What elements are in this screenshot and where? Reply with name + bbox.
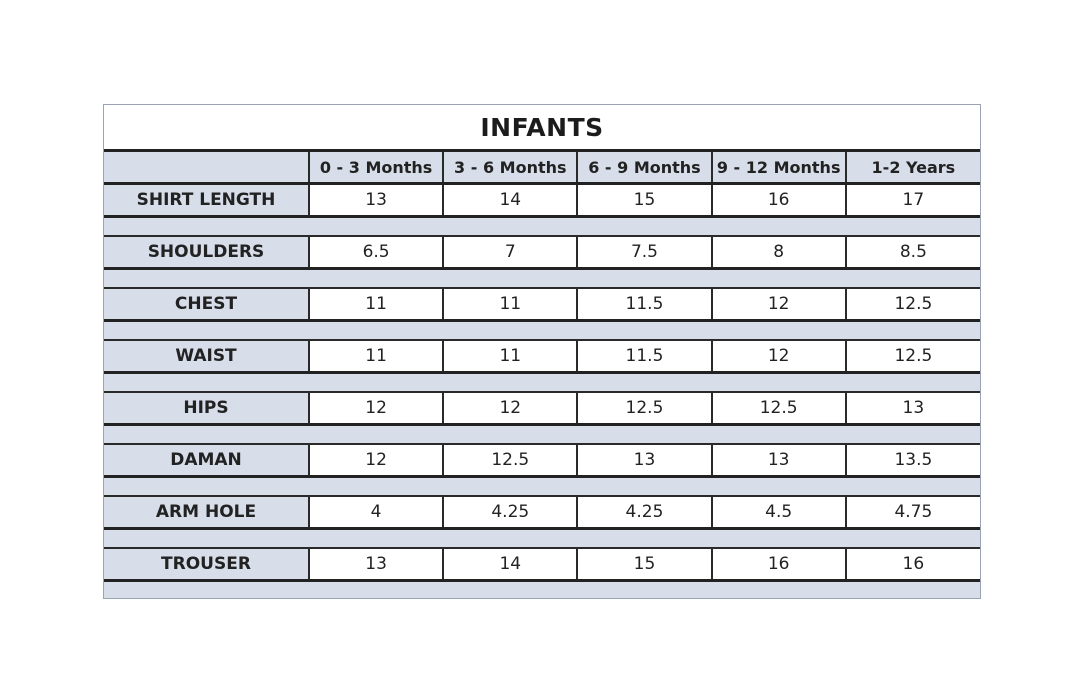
column-header: 3 - 6 Months — [443, 152, 579, 185]
column-header: 9 - 12 Months — [711, 152, 847, 185]
table-cell: 4.5 — [711, 496, 847, 530]
row-divider — [104, 320, 980, 341]
chart-title: INFANTS — [480, 112, 604, 142]
table-row: WAIST 11 11 11.5 12 12.5 — [104, 340, 980, 374]
row-divider — [104, 476, 980, 497]
header-row: 0 - 3 Months 3 - 6 Months 6 - 9 Months 9… — [104, 152, 980, 185]
table-cell: 12 — [711, 288, 847, 322]
header-corner — [104, 152, 310, 185]
table-cell: 13 — [577, 444, 713, 478]
table-cell: 4 — [309, 496, 445, 530]
row-divider — [104, 424, 980, 445]
table-row: TROUSER 13 14 15 16 16 — [104, 548, 980, 582]
table-cell: 4.75 — [845, 496, 980, 530]
row-divider — [104, 580, 980, 598]
table-cell: 12.5 — [845, 288, 980, 322]
table-row: HIPS 12 12 12.5 12.5 13 — [104, 392, 980, 426]
table-cell: 14 — [443, 183, 579, 218]
table-row: CHEST 11 11 11.5 12 12.5 — [104, 288, 980, 322]
row-divider — [104, 216, 980, 237]
table-cell: 11.5 — [577, 288, 713, 322]
table-cell: 13 — [309, 548, 445, 582]
table-cell: 4.25 — [577, 496, 713, 530]
table-cell: 7 — [443, 236, 579, 270]
row-divider — [104, 268, 980, 289]
table-cell: 14 — [443, 548, 579, 582]
column-header: 0 - 3 Months — [309, 152, 445, 185]
table-cell: 15 — [577, 548, 713, 582]
row-divider — [104, 372, 980, 393]
table-cell: 13.5 — [845, 444, 980, 478]
table-cell: 12 — [309, 392, 445, 426]
table-cell: 13 — [309, 183, 445, 218]
table-cell: 7.5 — [577, 236, 713, 270]
row-label: TROUSER — [104, 548, 310, 582]
table-cell: 11 — [443, 340, 579, 374]
table-cell: 12.5 — [711, 392, 847, 426]
table-cell: 12.5 — [443, 444, 579, 478]
row-label: DAMAN — [104, 444, 310, 478]
table-row: SHOULDERS 6.5 7 7.5 8 8.5 — [104, 236, 980, 270]
size-chart: INFANTS 0 - 3 Months 3 - 6 Months 6 - 9 … — [103, 104, 981, 599]
row-label: HIPS — [104, 392, 310, 426]
table-cell: 12 — [711, 340, 847, 374]
table-cell: 11.5 — [577, 340, 713, 374]
table-cell: 11 — [309, 288, 445, 322]
table-cell: 12.5 — [845, 340, 980, 374]
table-row: SHIRT LENGTH 13 14 15 16 17 — [104, 183, 980, 218]
table-cell: 12 — [309, 444, 445, 478]
table-cell: 8.5 — [845, 236, 980, 270]
table-cell: 4.25 — [443, 496, 579, 530]
table-cell: 15 — [577, 183, 713, 218]
row-label: WAIST — [104, 340, 310, 374]
row-label: SHIRT LENGTH — [104, 183, 310, 218]
row-label: CHEST — [104, 288, 310, 322]
row-label: ARM HOLE — [104, 496, 310, 530]
table-cell: 11 — [309, 340, 445, 374]
column-header: 6 - 9 Months — [577, 152, 713, 185]
table-row: ARM HOLE 4 4.25 4.25 4.5 4.75 — [104, 496, 980, 530]
row-divider — [104, 528, 980, 549]
table-cell: 16 — [845, 548, 980, 582]
table-cell: 13 — [845, 392, 980, 426]
table-cell: 8 — [711, 236, 847, 270]
table-row: DAMAN 12 12.5 13 13 13.5 — [104, 444, 980, 478]
table-cell: 11 — [443, 288, 579, 322]
table-cell: 12 — [443, 392, 579, 426]
table-cell: 16 — [711, 183, 847, 218]
column-header: 1-2 Years — [845, 152, 980, 185]
table-cell: 6.5 — [309, 236, 445, 270]
size-table: 0 - 3 Months 3 - 6 Months 6 - 9 Months 9… — [104, 152, 980, 598]
table-cell: 17 — [845, 183, 980, 218]
table-cell: 12.5 — [577, 392, 713, 426]
table-cell: 13 — [711, 444, 847, 478]
title-bar: INFANTS — [104, 105, 980, 152]
table-cell: 16 — [711, 548, 847, 582]
row-label: SHOULDERS — [104, 236, 310, 270]
